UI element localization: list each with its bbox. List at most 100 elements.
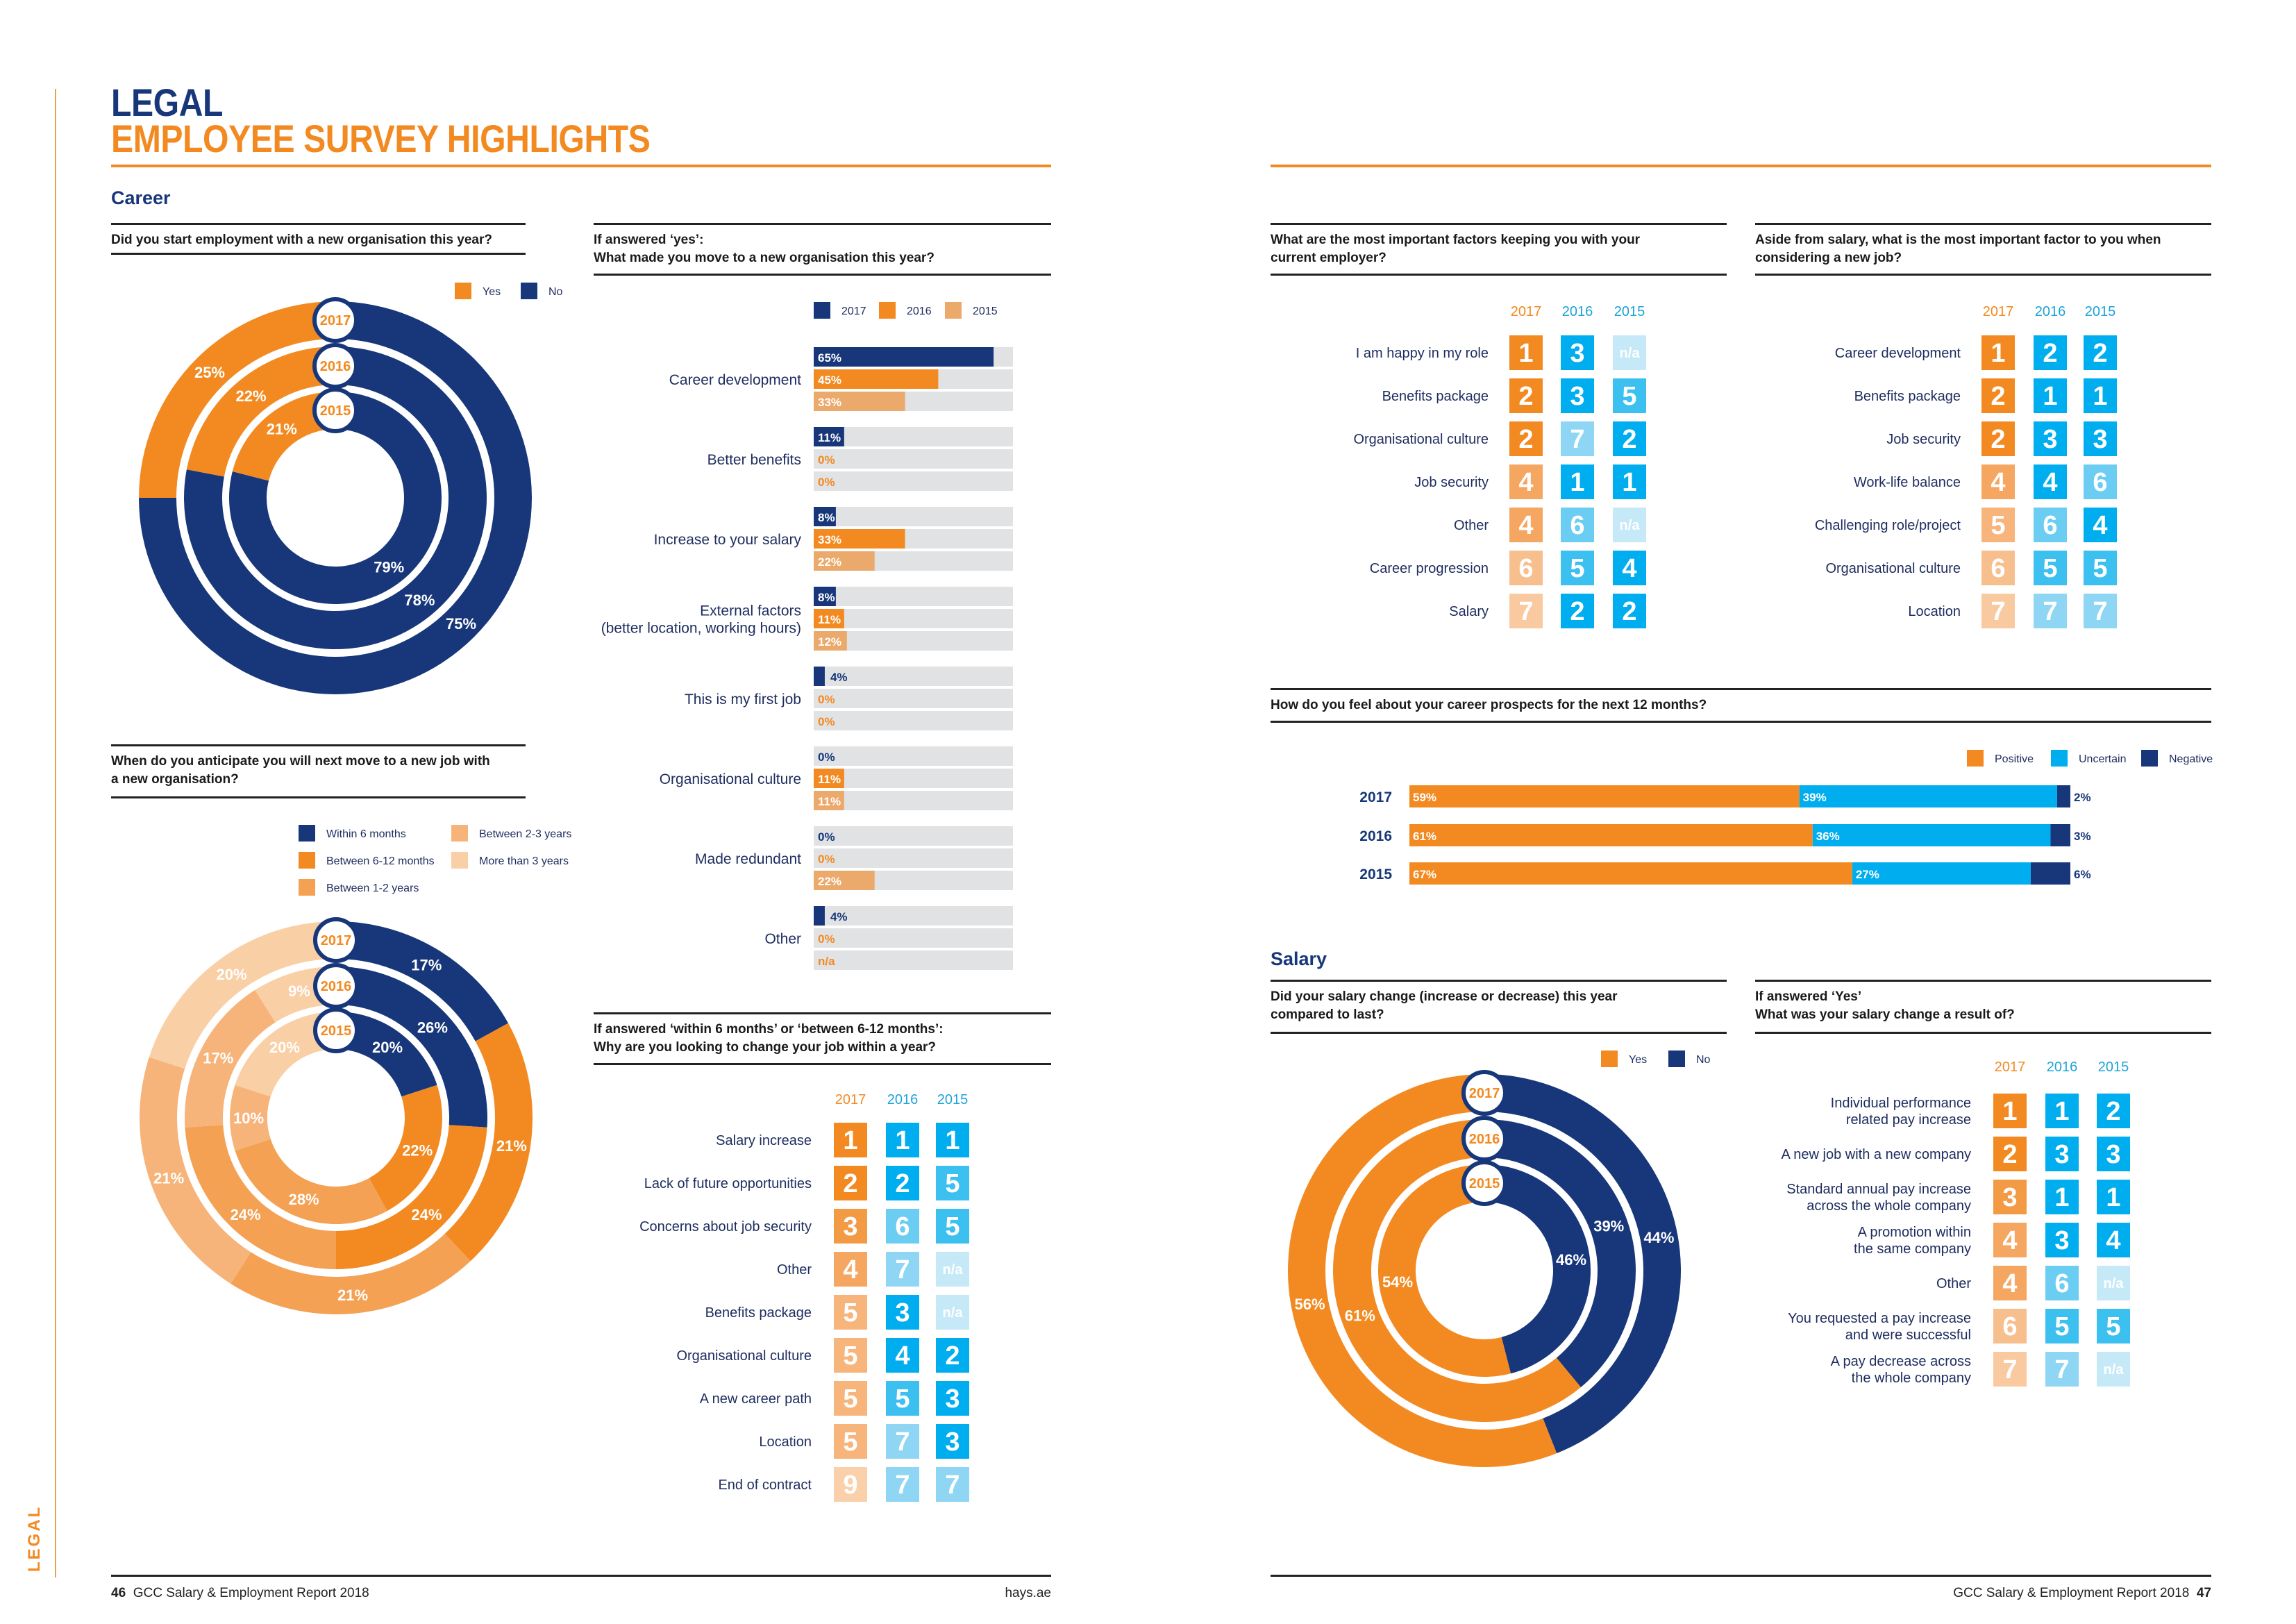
year-label: 2017 (1359, 789, 1392, 805)
bar-track (814, 769, 1013, 788)
rank-box (1993, 1094, 2027, 1128)
legend-yes: Yes (1629, 1054, 1647, 1066)
donut-value-label: 28% (289, 1191, 319, 1208)
bar-track (814, 906, 1013, 926)
footer-report-title-left: GCC Salary & Employment Report 2018 (133, 1586, 369, 1600)
year-badge-label: 2015 (321, 1023, 352, 1039)
donut-value-label: 61% (1345, 1307, 1375, 1325)
rank-value: 7 (1570, 425, 1584, 454)
rank-box (1613, 464, 1646, 499)
legend-no: No (548, 286, 563, 298)
stacked-bar-negative (2056, 785, 2070, 807)
legend-swatch (521, 283, 537, 299)
rank-box (1981, 594, 2015, 628)
category-label: Made redundant (695, 851, 801, 867)
bar-2015 (814, 392, 905, 411)
rank-box (2084, 594, 2117, 628)
rank-value: 5 (2043, 554, 2057, 583)
footer-right: GCC Salary & Employment Report 2018 47 (1864, 1586, 2211, 1601)
row-label: Organisational culture (1353, 432, 1489, 447)
rank-value: 6 (895, 1212, 910, 1241)
text-line: External factors (700, 603, 801, 619)
footer-site-link[interactable]: hays.ae (1005, 1586, 1051, 1600)
donut-segment-2017 (231, 1233, 471, 1314)
legend-swatch (455, 283, 471, 299)
rank-box (2045, 1223, 2079, 1257)
rank-box (2034, 551, 2067, 585)
legend-swatch (2051, 750, 2068, 767)
rank-value: 2 (945, 1341, 960, 1371)
rank-box (936, 1166, 969, 1200)
bar-value-label: 39% (1803, 791, 1827, 804)
legend-label: Between 1-2 years (326, 882, 419, 894)
rank-box (1993, 1223, 2027, 1257)
rank-value: 2 (2002, 1140, 2017, 1169)
section-heading-career: Career (111, 187, 171, 208)
page-number-right: 47 (2196, 1586, 2211, 1600)
row-label: A new career path (700, 1391, 812, 1407)
rank-value: 3 (2054, 1226, 2069, 1255)
bar-value-label: 2% (2074, 791, 2091, 804)
bar-value-label: 12% (818, 635, 841, 648)
donut-segment-2015 (369, 1085, 442, 1212)
rank-value: 6 (2043, 511, 2057, 540)
footer-left: 46 GCC Salary & Employment Report 2018 (111, 1586, 369, 1601)
donut-value-label: 10% (233, 1110, 264, 1127)
donut-value-label: 22% (236, 387, 267, 405)
rank-box (2084, 464, 2117, 499)
category-label: Other (764, 931, 801, 947)
rank-value: n/a (943, 1262, 964, 1278)
bar-track (814, 928, 1013, 948)
bar-value-label: 45% (818, 374, 841, 387)
header-rule-right (1271, 165, 2211, 167)
rank-box (2045, 1266, 2079, 1300)
rank-box (1981, 421, 2015, 456)
donut-value-label: 46% (1556, 1251, 1586, 1269)
bar-2016 (814, 529, 905, 549)
bar-2017 (814, 667, 825, 686)
rank-value: 1 (895, 1126, 910, 1155)
rank-box (886, 1338, 919, 1373)
rank-value: n/a (1620, 346, 1641, 361)
text-line: Standard annual pay increase (1786, 1182, 1971, 1197)
rank-box (936, 1338, 969, 1373)
donut-value-label: 24% (231, 1206, 261, 1223)
bar-track (814, 848, 1013, 868)
rank-value: 5 (1570, 554, 1584, 583)
rank-box (936, 1295, 969, 1330)
rank-value: 4 (843, 1255, 857, 1284)
column-header-2015: 2015 (937, 1092, 969, 1107)
text-line: and were successful (1845, 1328, 1971, 1343)
bar-track (814, 791, 1013, 810)
donut-value-label: 78% (404, 592, 435, 609)
legend-swatch (1601, 1050, 1618, 1067)
column-header-2017: 2017 (1511, 304, 1542, 319)
rank-table-keeping_you: 2017 2016 2015 I am happy in my role 1 3 n/a Be… (1353, 304, 1646, 628)
category-label: Increase to your salary (654, 532, 802, 548)
rank-box (2045, 1309, 2079, 1343)
rank-box (886, 1166, 919, 1200)
year-badge-label: 2017 (321, 933, 352, 948)
rank-value: 2 (895, 1169, 910, 1198)
row-label: Benefits package (1854, 389, 1961, 404)
rank-box (936, 1252, 969, 1287)
rank-box (936, 1209, 969, 1244)
donut-value-label: 9% (288, 982, 310, 1000)
donut-value-label: 17% (411, 957, 442, 974)
year-badge-label: 2015 (1469, 1176, 1500, 1191)
rank-value: 5 (843, 1428, 857, 1457)
rank-box (834, 1123, 867, 1157)
rank-box (1613, 508, 1646, 542)
bar-value-label: 11% (818, 431, 841, 444)
rank-box (1981, 378, 2015, 413)
donut-segment-2017 (140, 1057, 251, 1284)
rank-box (1509, 378, 1543, 413)
row-label: Standard annual pay increase across the w… (1786, 1182, 1971, 1214)
rank-value: 3 (2093, 425, 2107, 454)
row-label: Other (1454, 518, 1489, 533)
year-badge-2016 (312, 343, 358, 389)
year-badge-label: 2017 (1469, 1086, 1500, 1101)
rank-box (1981, 464, 2015, 499)
rank-box (2045, 1180, 2079, 1214)
rank-value: 2 (1622, 425, 1636, 454)
